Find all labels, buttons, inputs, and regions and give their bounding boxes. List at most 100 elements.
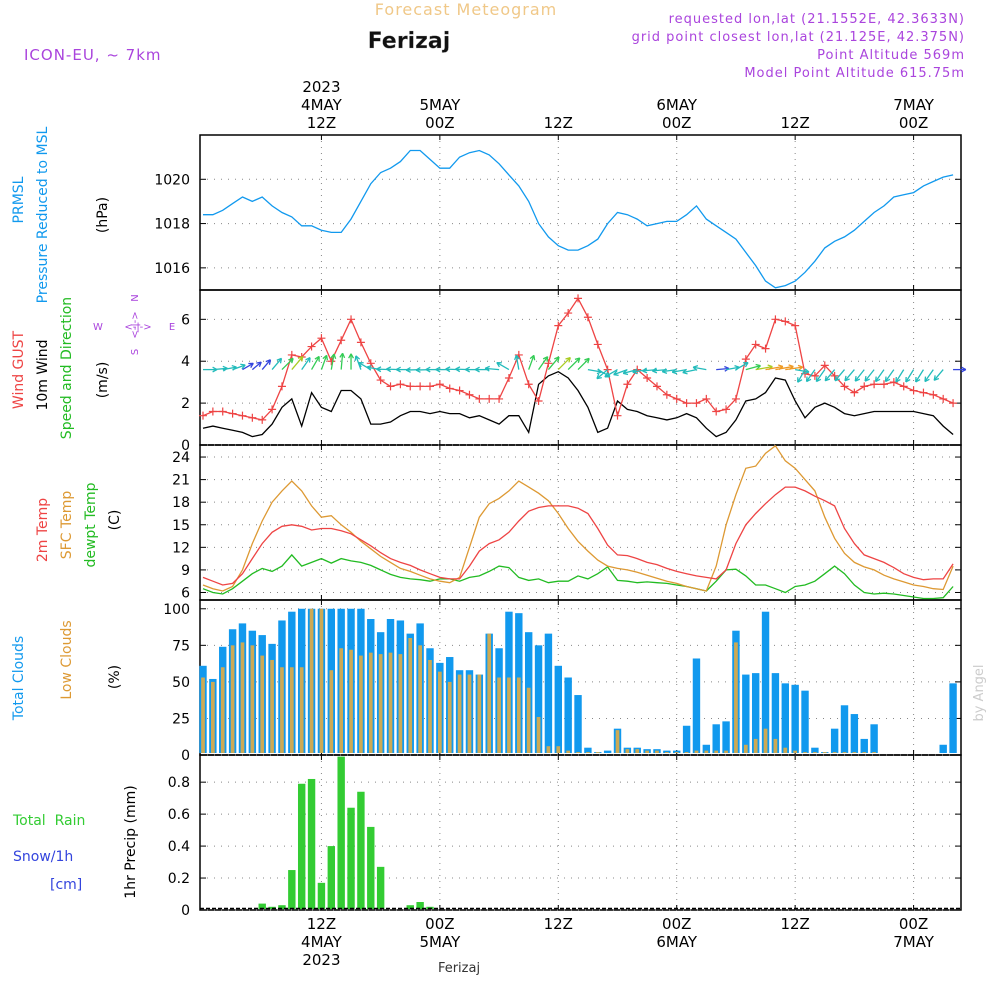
precip-bars: [200, 756, 961, 910]
wind-arrow-head: [803, 368, 810, 375]
gust-marker: [682, 399, 691, 408]
wind-arrow: [567, 357, 581, 371]
model-label: ICON-EU, ~ 7km: [24, 46, 162, 64]
gust-label: Wind GUST: [11, 330, 27, 409]
gust-marker: [524, 380, 533, 389]
dewpoint-line: [202, 553, 954, 600]
wind-arrow: [330, 353, 335, 370]
wind-arrow-head: [905, 376, 911, 383]
total-cloud-bar: [791, 684, 799, 753]
rain-bar: [278, 905, 286, 909]
gust-marker: [199, 411, 207, 420]
wind-arrow: [242, 362, 254, 371]
gust-marker: [929, 390, 938, 399]
gust-marker: [396, 380, 405, 389]
gust-marker: [208, 407, 217, 416]
pressure-series: [203, 149, 954, 289]
y-tick-label: 24: [172, 450, 190, 466]
y-tick-label: 12: [172, 540, 190, 556]
wind-unit: (m/s): [95, 362, 111, 399]
bottom-time-label: 6MAY: [656, 933, 698, 951]
low-cloud-bar: [694, 750, 699, 753]
gust-marker: [949, 399, 958, 408]
wind-arrow-head: [805, 376, 812, 383]
low-cloud-bar: [763, 728, 768, 753]
low-cloud-bar: [220, 667, 225, 753]
gust-marker: [919, 388, 928, 397]
wind-label: 10m Wind: [35, 339, 51, 410]
wind-arrow-head: [348, 353, 355, 359]
wind-direction-label: Speed and Direction: [59, 297, 75, 439]
total-cloud-bar: [742, 674, 750, 753]
bottom-time-label: 4MAY: [301, 933, 343, 951]
low-cloud-bar: [260, 655, 265, 753]
y-tick-label: 0: [181, 748, 190, 764]
wind-arrow-head: [797, 377, 803, 383]
total-cloud-label: Total Clouds: [11, 636, 27, 721]
low-cloud-bar: [428, 659, 432, 753]
total-cloud-bar: [544, 633, 553, 753]
gust-marker: [593, 340, 602, 349]
gust-marker: [712, 407, 721, 416]
wind-arrow-head: [854, 376, 861, 382]
wind-arrow: [785, 366, 803, 371]
gust-marker: [583, 313, 592, 322]
total-cloud-bar: [702, 744, 711, 753]
prmsl-line: [203, 149, 954, 289]
gust-marker: [909, 386, 918, 395]
total-cloud-bar: [850, 714, 859, 753]
gust-marker: [356, 338, 365, 347]
gust-marker: [751, 340, 760, 349]
bottom-time-label: 7MAY: [893, 933, 935, 951]
gust-marker: [761, 344, 770, 353]
total-cloud-bar: [673, 750, 681, 753]
rain-bar: [327, 846, 336, 909]
low-cloud-bar: [378, 654, 383, 753]
y-tick-label: 0.6: [168, 807, 190, 823]
wind-arrow: [716, 367, 730, 371]
rain-bar: [258, 903, 266, 909]
product-title: Forecast Meteogram: [375, 0, 557, 19]
wind-arrow-head: [297, 355, 304, 362]
gust-marker: [870, 380, 879, 389]
gust-marker: [702, 394, 711, 403]
wind-arrow: [528, 355, 535, 370]
low-cloud-bar: [516, 677, 521, 753]
y-tick-label: 0.8: [168, 775, 190, 791]
top-time-label: 7MAY: [893, 96, 935, 114]
total-cloud-bar: [761, 611, 770, 753]
low-cloud-label: Low Clouds: [59, 620, 75, 699]
gust-marker: [692, 399, 701, 408]
y-tick-label: 1020: [154, 172, 190, 188]
rain-bar: [416, 902, 424, 909]
y-tick-label: 0: [181, 438, 190, 454]
wind-arrow: [672, 368, 687, 373]
top-time-label: 6MAY: [656, 96, 698, 114]
t2m-label: 2m Temp: [35, 498, 51, 562]
gust-marker: [435, 380, 444, 389]
wind-arrow: [924, 369, 934, 382]
low-cloud-bar: [724, 750, 728, 753]
wind-arrow-head: [622, 369, 629, 376]
bottom-time-label: 00Z: [899, 915, 928, 933]
wind-arrow-head: [824, 375, 831, 382]
bottom-time-label: 12Z: [780, 915, 809, 933]
wind-arrow: [355, 355, 362, 370]
y-tick-label: 0.2: [168, 871, 190, 887]
gust-marker: [840, 382, 849, 391]
precip-unit: 1hr Precip (mm): [123, 785, 139, 898]
wind-arrow: [577, 357, 590, 371]
low-cloud-bar: [329, 670, 334, 753]
low-cloud-bar: [250, 645, 255, 753]
wind-arrow: [765, 365, 783, 371]
total-cloud-bar: [603, 750, 612, 753]
wind-arrow: [905, 369, 915, 383]
low-cloud-bar: [803, 752, 807, 753]
y-tick-label: 75: [172, 638, 190, 654]
wind-arrow-head: [496, 361, 502, 368]
wind-arrow: [222, 366, 237, 371]
wind-arrow-head: [354, 355, 361, 361]
gust-marker: [228, 409, 237, 418]
total-cloud-bar: [712, 724, 720, 753]
low-cloud-bar: [576, 752, 580, 753]
